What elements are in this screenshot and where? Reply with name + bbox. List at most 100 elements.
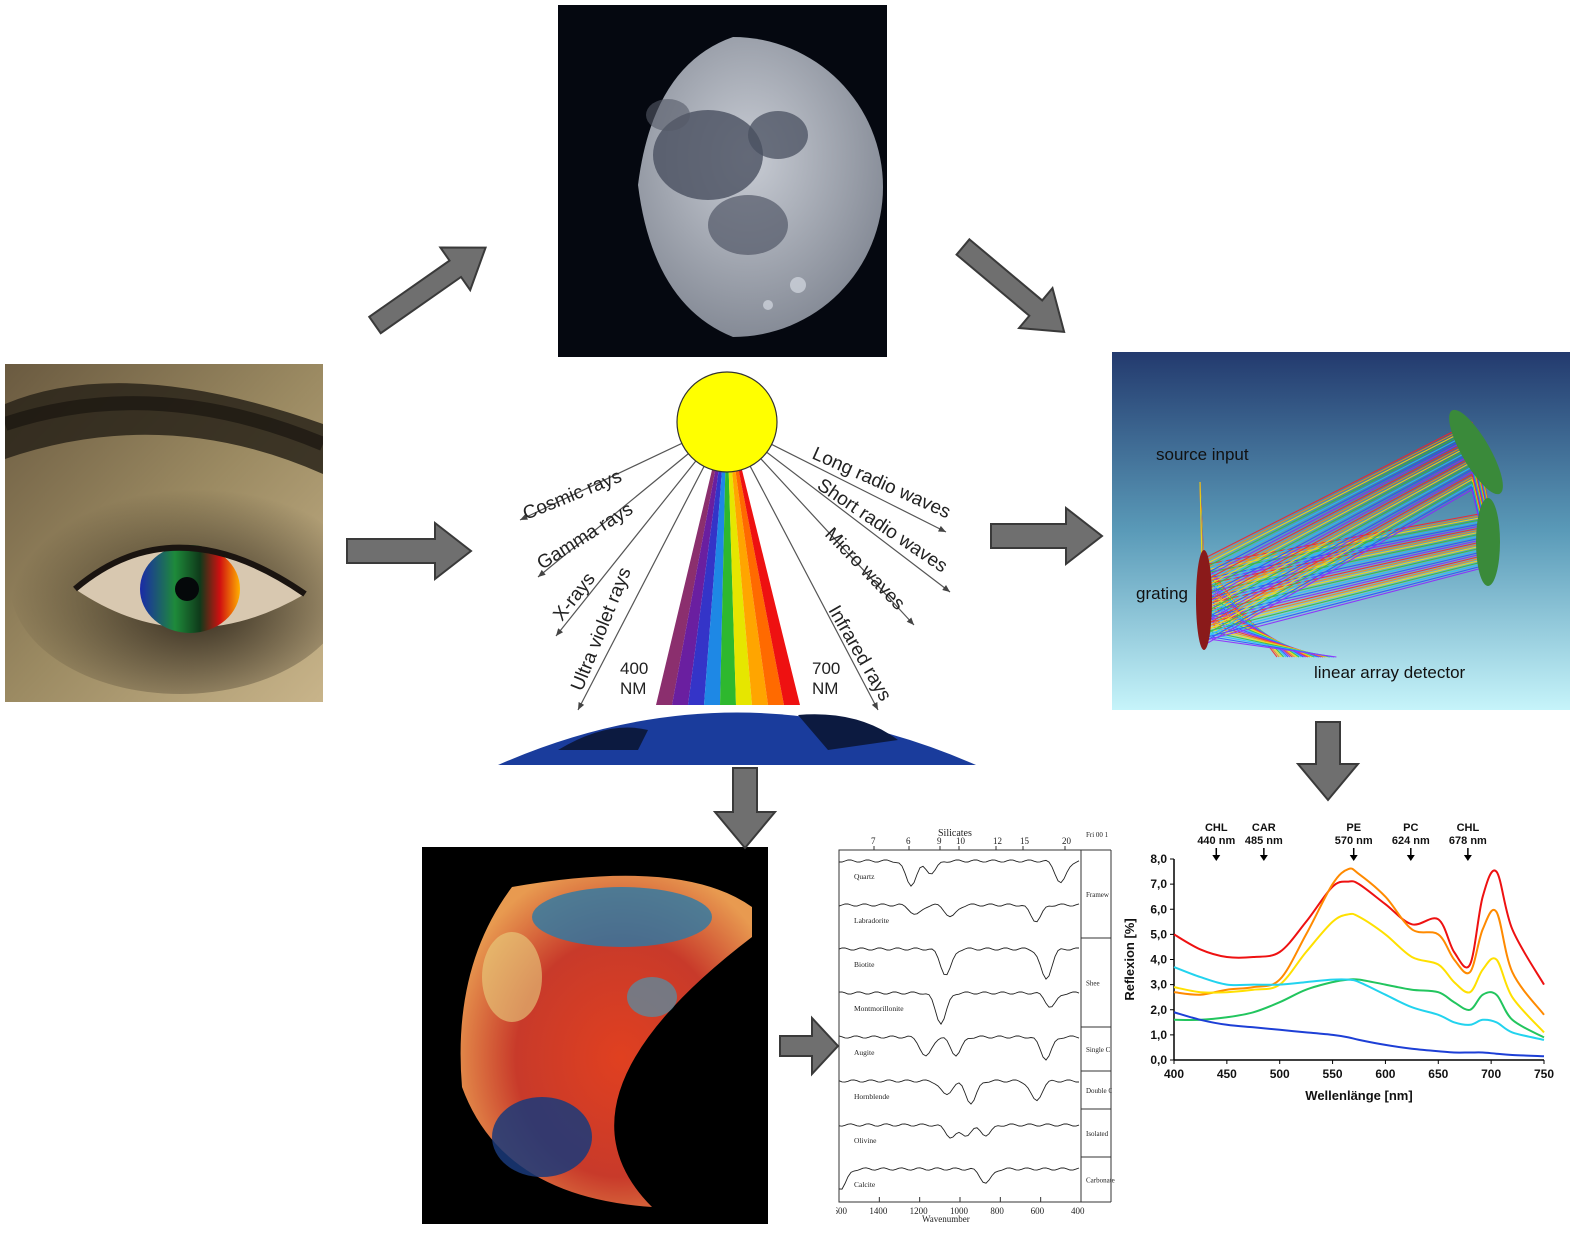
silicates-curve [838, 1035, 1080, 1061]
spectrum-band [735, 470, 784, 705]
nm-left-unit: NM [620, 679, 646, 698]
beam-ray [1206, 439, 1473, 580]
beam-ray [1207, 539, 1491, 604]
annotation-name: CHL [1205, 822, 1228, 834]
spectrum-band [732, 470, 768, 705]
x-tick-label: 500 [1270, 1067, 1290, 1081]
silicates-curve [839, 859, 1080, 887]
series-line-3 [1173, 978, 1545, 1039]
silicates-top-tick: 15 [1020, 836, 1030, 846]
nm-left-value: 400 [620, 659, 648, 678]
beam-ray [1206, 461, 1473, 609]
silicates-corner: Fri 00 1 [1086, 831, 1109, 839]
spectrometer-diagram: source input grating linear array detect… [1112, 352, 1570, 710]
annotation-name: PE [1346, 822, 1361, 834]
silicates-top-tick: 6 [906, 836, 911, 846]
silicates-top-tick: 10 [956, 836, 966, 846]
y-tick-label: 5,0 [1150, 927, 1167, 941]
beam-ray [1206, 474, 1473, 625]
annotation-value: 440 nm [1197, 835, 1235, 847]
beam-ray [1207, 527, 1491, 587]
mineral-label-augite: Augite [854, 1048, 875, 1057]
ray-arrowhead [520, 514, 528, 520]
ray-arrowhead [578, 702, 585, 710]
ray-arrowhead [871, 702, 878, 710]
mineral-label-calcite: Calcite [854, 1180, 876, 1189]
beam-ray [1206, 481, 1473, 635]
x-tick-label: 550 [1323, 1067, 1343, 1081]
y-tick-label: 6,0 [1150, 902, 1167, 916]
beam-ray [1206, 424, 1473, 561]
silicates-bottom-tick: 1400 [869, 1206, 888, 1216]
silicates-curve [838, 903, 1080, 923]
ray-line [577, 421, 728, 711]
ray-line [726, 421, 879, 711]
silicates-title: Silicates [938, 828, 972, 839]
arrow-spectrum-to-false-color [712, 767, 778, 850]
silicates-group-label: Carbonate [1086, 1177, 1115, 1185]
mineral-label-labradorite: Labradorite [854, 916, 890, 925]
annotation-value: 678 nm [1449, 835, 1487, 847]
sun [676, 371, 778, 473]
beam-ray [1206, 434, 1473, 574]
mineral-label-montmorillonite: Montmorillonite [854, 1004, 904, 1013]
mirror-top [1449, 409, 1503, 495]
beam-ray [1207, 543, 1491, 610]
spectrum-band [656, 470, 716, 705]
y-tick-label: 0,0 [1150, 1053, 1167, 1067]
label-grating: grating [1136, 584, 1188, 603]
silicates-top-tick: 7 [871, 836, 876, 846]
y-tick-label: 4,0 [1150, 953, 1167, 967]
beam-ray [1206, 444, 1473, 587]
beam-ray [1207, 559, 1491, 632]
spectrum-band [704, 470, 726, 705]
eye-photo [5, 364, 323, 702]
mirror-middle [1476, 498, 1500, 586]
beam-ray [1207, 513, 1491, 568]
nm-right-unit: NM [812, 679, 838, 698]
silicates-ir-chart: Silicates Fri 00 1 7 6 9 10 12 15 20 1600 1400 1… [836, 825, 1131, 1225]
ray-arrowhead [556, 628, 564, 636]
beam-ray [1207, 529, 1491, 590]
spectrum-band [672, 470, 719, 705]
series-line-4 [1173, 966, 1545, 1041]
beam-ray [1207, 553, 1491, 624]
reflectance-chart: 0,0 1,0 2,0 3,0 4,0 5,0 6,0 7,0 8,0 400 450 500 550 6… [1112, 815, 1577, 1115]
silicates-curve [838, 991, 1080, 1025]
x-tick-label: 650 [1428, 1067, 1448, 1081]
label-linear-array-detector: linear array detector [1314, 663, 1466, 682]
arrow-spectrometer-to-reflectance [1295, 721, 1361, 802]
x-tick-label: 400 [1164, 1067, 1184, 1081]
beam-ray [1206, 484, 1473, 638]
beam-ray [1211, 638, 1337, 658]
x-tick-label: 450 [1217, 1067, 1237, 1081]
y-tick-label: 2,0 [1150, 1003, 1167, 1017]
series-line-5 [1173, 1011, 1545, 1058]
silicates-group-label: Isolated [1086, 1130, 1109, 1138]
beam-ray [1206, 486, 1473, 641]
x-tick-label: 750 [1534, 1067, 1554, 1081]
silicates-top-tick: 20 [1062, 836, 1072, 846]
beam-ray [1206, 454, 1473, 600]
beam-ray [1207, 561, 1491, 635]
annotation-arrow-head [1406, 855, 1415, 861]
silicates-bottom-tick: 800 [990, 1206, 1004, 1216]
ray-arrowhead [906, 617, 914, 625]
beam-ray [1206, 441, 1473, 584]
ray-arrowhead [538, 569, 546, 577]
arrow-eye-to-spectrum [346, 520, 473, 582]
y-tick-label: 1,0 [1150, 1028, 1167, 1042]
beam-ray [1206, 476, 1473, 628]
series-line-1 [1173, 867, 1545, 1016]
silicates-top-tick: 9 [937, 836, 942, 846]
annotation-name: CAR [1252, 822, 1276, 834]
beam-ray [1206, 429, 1473, 568]
spectrum-band [720, 470, 736, 705]
x-tick-label: 700 [1481, 1067, 1501, 1081]
annotation-name: CHL [1457, 822, 1480, 834]
beam-ray [1207, 565, 1491, 641]
mineral-label-quartz: Quartz [854, 872, 875, 881]
silicates-group-label: Double C [1086, 1087, 1113, 1095]
arrow-false-color-to-silicates [779, 1015, 840, 1077]
x-axis-label: Wellenlänge [nm] [1305, 1088, 1412, 1103]
